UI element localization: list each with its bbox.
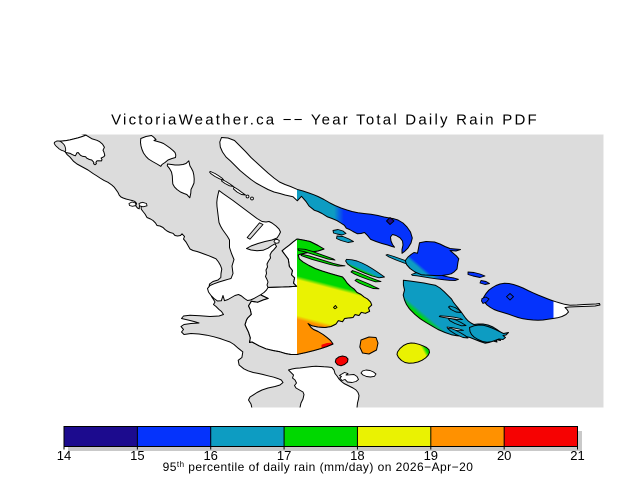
svg-text:21: 21 bbox=[570, 448, 584, 463]
svg-text:19: 19 bbox=[424, 448, 438, 463]
svg-text:14: 14 bbox=[57, 448, 71, 463]
svg-text:VictoriaWeather.ca −− Year Tot: VictoriaWeather.ca −− Year Total Daily R… bbox=[111, 112, 539, 129]
svg-text:20: 20 bbox=[497, 448, 511, 463]
svg-text:16: 16 bbox=[203, 448, 217, 463]
svg-text:95th percentile of daily rain: 95th percentile of daily rain (mm/day) o… bbox=[163, 460, 474, 474]
svg-text:15: 15 bbox=[130, 448, 144, 463]
svg-text:18: 18 bbox=[350, 448, 364, 463]
svg-text:17: 17 bbox=[277, 448, 291, 463]
